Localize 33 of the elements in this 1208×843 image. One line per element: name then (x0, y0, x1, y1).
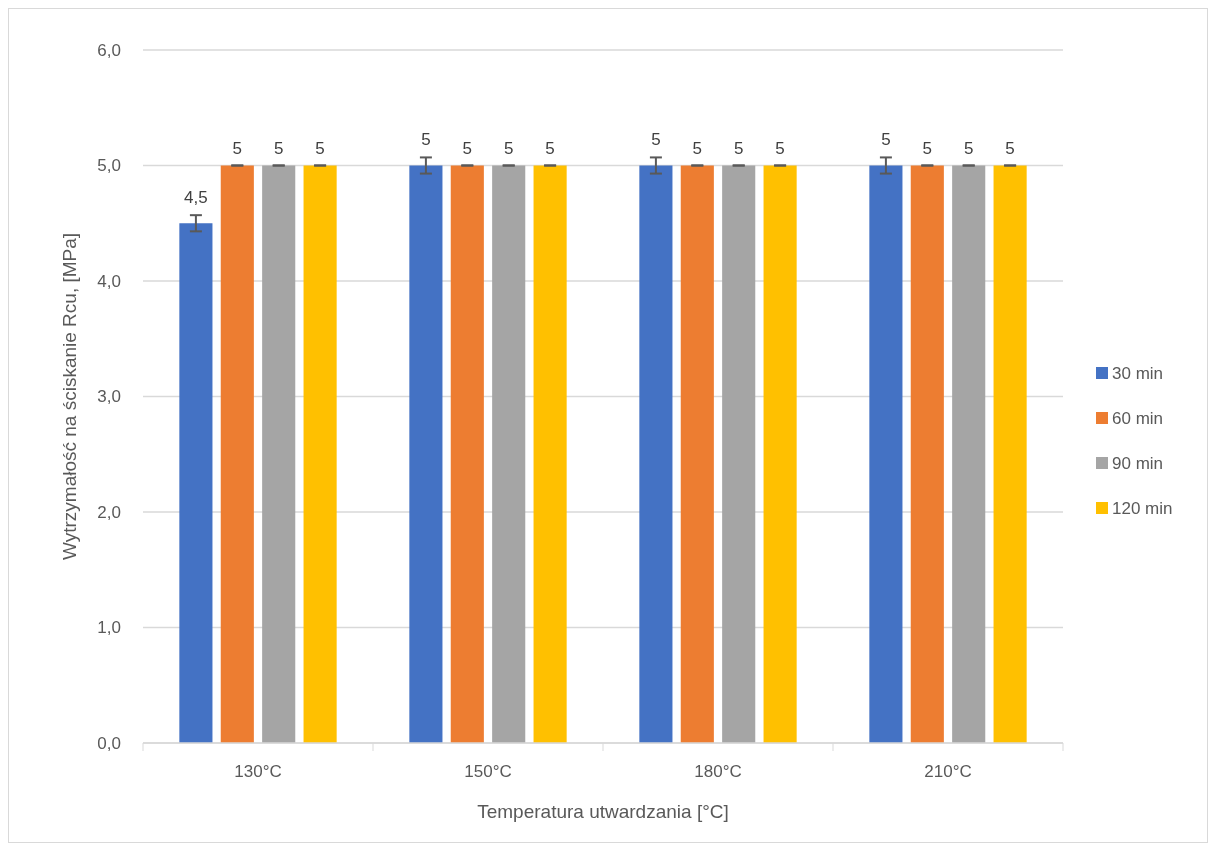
data-label: 5 (503, 138, 514, 158)
y-tick-label: 4,0 (97, 271, 121, 291)
y-tick-label: 6,0 (97, 40, 121, 60)
data-label: 5 (692, 138, 703, 158)
data-label: 5 (315, 138, 325, 158)
legend-label: 90 min (1112, 453, 1164, 473)
data-label: 5 (1005, 138, 1015, 158)
x-axis-title: Temperatura utwardzania [°C] (477, 801, 729, 822)
data-label: 5 (421, 130, 431, 150)
x-tick-label: 210°C (924, 762, 972, 781)
data-label: 5 (963, 138, 974, 158)
legend-label: 30 min (1112, 363, 1164, 383)
data-label: 5 (775, 138, 785, 158)
y-tick-label: 5,0 (97, 156, 121, 176)
y-tick-label: 2,0 (97, 502, 121, 522)
data-label: 5 (545, 138, 555, 158)
legend-label: 120 min (1112, 498, 1173, 518)
data-label: 5 (733, 138, 744, 158)
x-tick-label: 130°C (234, 762, 282, 781)
data-label: 5 (922, 138, 933, 158)
data-label: 5 (273, 138, 284, 158)
x-tick-label: 150°C (464, 762, 512, 781)
y-tick-label: 1,0 (97, 618, 121, 638)
y-axis-title: Wytrzymałość na ściskanie Rcu, [MPa] (59, 232, 80, 561)
data-label: 5 (462, 138, 473, 158)
data-label: 5 (651, 130, 661, 150)
y-tick-label: 0,0 (97, 733, 121, 753)
x-tick-label: 180°C (694, 762, 742, 781)
y-tick-label: 3,0 (97, 387, 121, 407)
data-label: 4,5 (184, 188, 208, 208)
data-label: 5 (881, 130, 891, 150)
legend-label: 60 min (1112, 408, 1164, 428)
data-label: 5 (232, 138, 243, 158)
